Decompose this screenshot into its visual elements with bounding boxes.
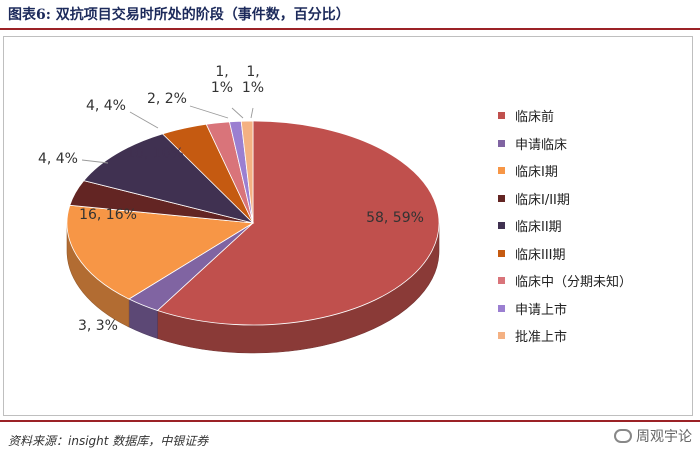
legend-item-1: 临床前 [498,102,632,130]
pie-slice-1 [156,120,440,326]
leader-line-7 [189,105,229,119]
leader-line-9 [250,107,254,119]
data-label-2: 3, 3% [78,318,118,334]
legend-label-3: 临床I期 [515,165,558,181]
legend-swatch-1 [498,112,505,120]
leader-line-4 [81,159,109,164]
data-label-3: 16, 16% [79,207,137,223]
legend-label-4: 临床I/II期 [515,192,570,208]
pie-slice-9 [240,120,254,224]
legend-label-8: 申请上市 [515,302,568,318]
figure-title: 图表6: 双抗项目交易时所处的阶段（事件数，百分比） [8,7,350,23]
leader-line-6 [129,111,159,129]
legend-swatch-7 [498,277,505,285]
legend-swatch-3 [498,167,505,175]
legend-swatch-4 [498,194,505,202]
leader-line-8 [231,107,244,119]
legend-item-8: 申请上市 [498,295,632,323]
legend-swatch-2 [498,139,505,147]
legend-item-6: 临床III期 [498,240,632,268]
legend-item-4: 临床I/II期 [498,185,632,213]
chart-legend: 临床前申请临床临床I期临床I/II期 临床II期临床III期临床中（分期未知） 申请… [498,102,632,350]
legend-label-7: 临床中（分期未知） [515,275,633,291]
bottom-divider [0,420,700,422]
top-divider [0,28,700,30]
data-label-4: 4, 4% [38,151,78,167]
legend-label-2: 申请临床 [515,137,568,153]
watermark-text: 周观宇论 [636,429,692,445]
legend-item-3: 临床I期 [498,157,632,185]
wechat-icon [614,429,632,443]
data-label-8: 1, 1% [211,64,233,96]
pie-slice-3 [66,204,255,300]
legend-item-5: 临床II期 [498,212,632,240]
pie-slice-5 [83,133,255,224]
legend-item-2: 申请临床 [498,130,632,158]
legend-label-5: 临床II期 [515,220,562,236]
legend-swatch-8 [498,304,505,312]
legend-label-6: 临床III期 [515,247,566,263]
legend-swatch-9 [498,332,505,340]
legend-swatch-6 [498,249,505,257]
legend-label-1: 临床前 [515,110,555,126]
legend-item-7: 临床中（分期未知） [498,267,632,295]
source-note: 资料来源：insight 数据库，中银证券 [8,434,209,448]
data-label-7: 2, 2% [147,91,187,107]
legend-swatch-5 [498,222,505,230]
watermark: 周观宇论 [614,426,692,446]
legend-item-9: 批准上市 [498,322,632,350]
data-label-6: 4, 4% [86,98,126,114]
data-label-5: 10, 10% [126,146,184,162]
chart-frame [3,36,693,416]
legend-label-9: 批准上市 [515,330,568,346]
data-label-9: 1, 1% [242,64,264,96]
data-label-1: 58, 59% [366,210,424,226]
